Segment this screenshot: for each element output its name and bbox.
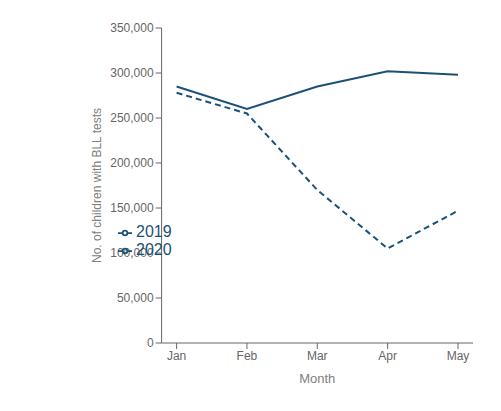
svg-text:Mar: Mar: [307, 349, 328, 363]
svg-text:350,000: 350,000: [110, 21, 154, 35]
svg-text:0: 0: [147, 336, 154, 350]
svg-text:250,000: 250,000: [110, 111, 154, 125]
svg-text:No. of children with BLL tests: No. of children with BLL tests: [90, 108, 104, 263]
svg-text:200,000: 200,000: [110, 156, 154, 170]
svg-text:50,000: 50,000: [117, 291, 154, 305]
svg-text:100,000: 100,000: [110, 246, 154, 260]
svg-text:May: May: [447, 349, 470, 363]
svg-text:Feb: Feb: [237, 349, 258, 363]
svg-text:Apr: Apr: [378, 349, 397, 363]
svg-text:300,000: 300,000: [110, 66, 154, 80]
svg-text:150,000: 150,000: [110, 201, 154, 215]
svg-text:Jan: Jan: [167, 349, 186, 363]
svg-text:Month: Month: [299, 371, 335, 386]
